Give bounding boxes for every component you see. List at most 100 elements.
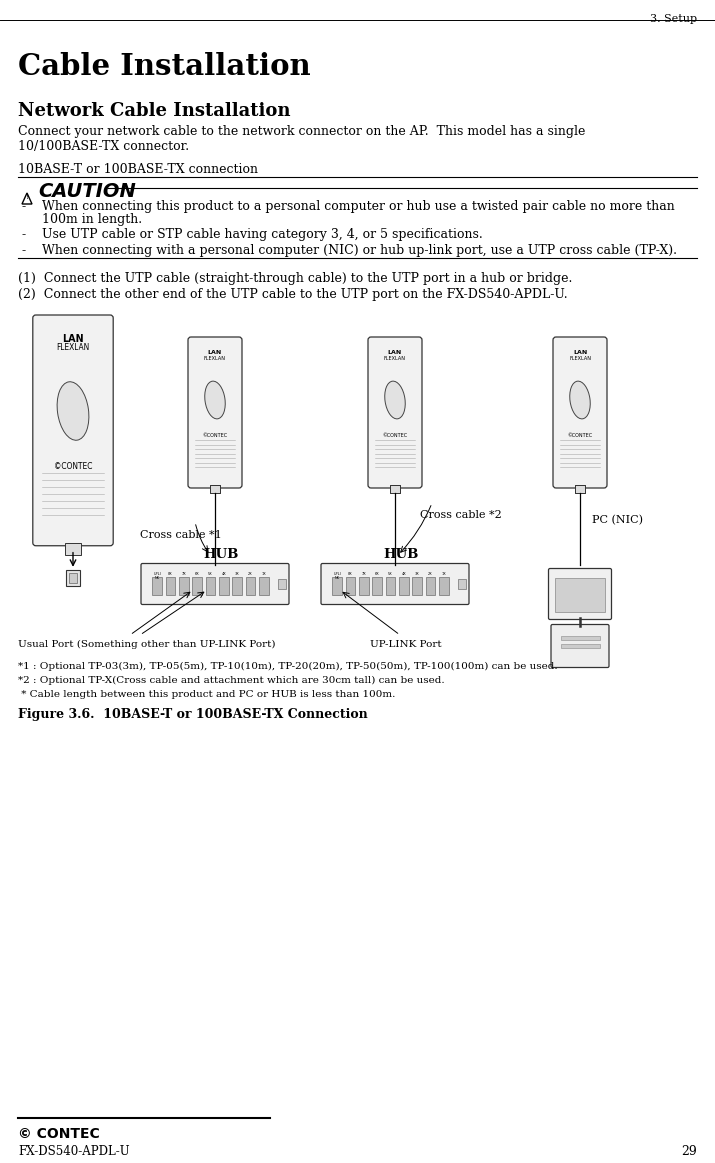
Text: (1)  Connect the UTP cable (straight-through cable) to the UTP port in a hub or : (1) Connect the UTP cable (straight-thro… (18, 272, 573, 285)
Bar (575, 485, 585, 493)
Bar (65, 543, 81, 555)
Text: 3X: 3X (415, 572, 420, 576)
Text: 5X: 5X (388, 572, 393, 576)
Text: HUB: HUB (383, 548, 418, 561)
Bar (439, 578, 448, 594)
Bar (413, 578, 422, 594)
Ellipse shape (385, 381, 405, 419)
Bar (232, 578, 242, 594)
Text: 3. Setup: 3. Setup (650, 14, 697, 24)
Text: Usual Port (Something other than UP-LINK Port): Usual Port (Something other than UP-LINK… (18, 640, 275, 649)
Text: 8X: 8X (348, 572, 352, 576)
Text: * Cable length between this product and PC or HUB is less than 100m.: * Cable length between this product and … (18, 690, 395, 699)
Bar (219, 578, 229, 594)
Bar (399, 578, 409, 594)
Text: FLEXLAN: FLEXLAN (204, 356, 226, 361)
FancyBboxPatch shape (368, 337, 422, 488)
Bar (359, 578, 369, 594)
Text: UPLI
NK: UPLI NK (153, 572, 161, 579)
Text: LAN: LAN (208, 350, 222, 355)
Bar (561, 636, 599, 640)
Ellipse shape (57, 381, 89, 441)
Bar (555, 578, 605, 612)
Text: UP-LINK Port: UP-LINK Port (370, 640, 442, 649)
Bar (345, 578, 355, 594)
Bar (390, 485, 400, 493)
Text: *1 : Optional TP-03(3m), TP-05(5m), TP-10(10m), TP-20(20m), TP-50(50m), TP-100(1: *1 : Optional TP-03(3m), TP-05(5m), TP-1… (18, 662, 558, 671)
Bar (246, 578, 255, 594)
Bar (66, 570, 80, 586)
Text: 4X: 4X (402, 572, 406, 576)
FancyBboxPatch shape (321, 564, 469, 605)
Text: 7X: 7X (362, 572, 366, 576)
Text: -: - (22, 244, 26, 257)
Bar (390, 485, 400, 493)
Text: FX-DS540-APDL-U: FX-DS540-APDL-U (18, 1146, 129, 1158)
Text: Cable Installation: Cable Installation (18, 52, 310, 81)
Bar (192, 578, 202, 594)
Text: Figure 3.6.  10BASE-T or 100BASE-TX Connection: Figure 3.6. 10BASE-T or 100BASE-TX Conne… (18, 708, 368, 721)
Bar (210, 485, 220, 493)
Text: HUB: HUB (203, 548, 238, 561)
Text: 8X: 8X (168, 572, 173, 576)
FancyBboxPatch shape (33, 315, 113, 545)
Text: 100m in length.: 100m in length. (42, 213, 142, 226)
Text: LAN: LAN (62, 334, 84, 343)
Text: Cross cable *2: Cross cable *2 (420, 511, 502, 520)
Text: (2)  Connect the other end of the UTP cable to the UTP port on the FX-DS540-APDL: (2) Connect the other end of the UTP cab… (18, 288, 568, 301)
Text: -: - (22, 228, 26, 241)
Bar (373, 578, 382, 594)
Bar (277, 579, 285, 588)
Text: 6X: 6X (195, 572, 199, 576)
Bar (575, 485, 585, 493)
Text: 10BASE-T or 100BASE-TX connection: 10BASE-T or 100BASE-TX connection (18, 163, 258, 176)
Text: 6X: 6X (375, 572, 380, 576)
Bar (458, 579, 465, 588)
Bar (69, 572, 77, 583)
FancyBboxPatch shape (551, 625, 609, 668)
Bar (561, 644, 599, 648)
Bar (259, 578, 269, 594)
Text: Connect your network cable to the network connector on the AP.  This model has a: Connect your network cable to the networ… (18, 124, 586, 138)
Bar (166, 578, 175, 594)
Text: 1X: 1X (442, 572, 446, 576)
Bar (210, 485, 220, 493)
Text: Cross cable *1: Cross cable *1 (140, 530, 222, 540)
Text: 1X: 1X (262, 572, 266, 576)
Text: When connecting this product to a personal computer or hub use a twisted pair ca: When connecting this product to a person… (42, 200, 675, 213)
Ellipse shape (204, 381, 225, 419)
FancyBboxPatch shape (553, 337, 607, 488)
Text: !: ! (26, 194, 29, 200)
Text: ©CONTEC: ©CONTEC (568, 433, 593, 438)
Text: 4X: 4X (222, 572, 226, 576)
Text: PC (NIC): PC (NIC) (592, 515, 643, 526)
Text: *2 : Optional TP-X(Cross cable and attachment which are 30cm tall) can be used.: *2 : Optional TP-X(Cross cable and attac… (18, 676, 445, 685)
Text: UPLI
NK: UPLI NK (333, 572, 341, 579)
Text: 2X: 2X (428, 572, 433, 576)
Text: 29: 29 (681, 1146, 697, 1158)
Text: FLEXLAN: FLEXLAN (569, 356, 591, 361)
Bar (179, 578, 189, 594)
FancyBboxPatch shape (548, 569, 611, 620)
Text: FLEXLAN: FLEXLAN (56, 343, 89, 351)
Text: When connecting with a personal computer (NIC) or hub up-link port, use a UTP cr: When connecting with a personal computer… (42, 244, 677, 257)
Text: 3X: 3X (235, 572, 240, 576)
Text: LAN: LAN (388, 350, 402, 355)
Bar (425, 578, 435, 594)
Text: ©CONTEC: ©CONTEC (202, 433, 227, 438)
Bar (152, 578, 162, 594)
FancyBboxPatch shape (141, 564, 289, 605)
Text: FLEXLAN: FLEXLAN (384, 356, 406, 361)
Bar (206, 578, 215, 594)
Text: 7X: 7X (182, 572, 186, 576)
Bar (385, 578, 395, 594)
Text: -: - (22, 200, 26, 213)
Text: ©CONTEC: ©CONTEC (383, 433, 408, 438)
Text: Use UTP cable or STP cable having category 3, 4, or 5 specifications.: Use UTP cable or STP cable having catego… (42, 228, 483, 241)
FancyBboxPatch shape (188, 337, 242, 488)
Text: ©CONTEC: ©CONTEC (54, 462, 92, 471)
Text: 5X: 5X (208, 572, 213, 576)
Text: LAN: LAN (573, 350, 587, 355)
Bar (332, 578, 342, 594)
Text: 10/100BASE-TX connector.: 10/100BASE-TX connector. (18, 140, 189, 154)
